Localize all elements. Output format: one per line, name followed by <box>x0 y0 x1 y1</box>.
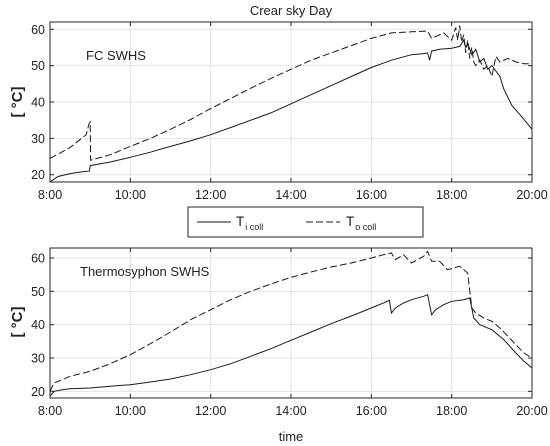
x-tick-label: 12:00 <box>195 404 226 418</box>
x-tick-label: 12:00 <box>195 188 226 202</box>
x-tick-label: 10:00 <box>115 404 146 418</box>
y-tick-label: 30 <box>31 352 45 366</box>
legend-entry-main: T <box>346 214 354 229</box>
x-axis-label: time <box>279 429 304 444</box>
legend-entry-subscript: i coll <box>245 222 263 232</box>
x-tick-label: 8:00 <box>38 188 62 202</box>
x-tick-label: 18:00 <box>436 404 467 418</box>
panel-annotation: FC SWHS <box>86 48 146 63</box>
y-tick-label: 40 <box>31 96 45 110</box>
x-tick-label: 16:00 <box>356 188 387 202</box>
y-tick-label: 50 <box>31 59 45 73</box>
y-tick-label: 60 <box>31 252 45 266</box>
chart-top-fc-swhs: 8:00 10:00 12:00 14:00 16:00 18:00 20:00 20 30 40… <box>9 3 548 202</box>
series-line-t-o-coll <box>49 25 532 161</box>
y-axis-label: [ °C] <box>9 307 26 338</box>
legend-entry-subscript: o coll <box>355 222 376 232</box>
x-tick-label: 14:00 <box>275 188 306 202</box>
y-tick-label: 50 <box>31 285 45 299</box>
legend: Ti coll To coll <box>187 206 424 238</box>
y-tick-label: 30 <box>31 132 45 146</box>
x-tick-label: 14:00 <box>275 404 306 418</box>
x-tick-label: 8:00 <box>38 404 62 418</box>
series-line-t-o-coll <box>49 250 533 392</box>
y-tick-label: 40 <box>31 318 45 332</box>
legend-entry-label: Ti coll <box>236 214 263 232</box>
legend-entry-main: T <box>236 214 244 229</box>
chart-title: Crear sky Day <box>250 3 333 18</box>
y-tick-label: 20 <box>31 168 45 182</box>
series-line-t-i-coll <box>49 38 533 183</box>
panel-annotation: Thermosyphon SWHS <box>80 264 210 279</box>
y-tick-label: 60 <box>31 23 45 37</box>
chart-bottom-thermosyphon-swhs: 8:00 10:00 12:00 14:00 16:00 18:00 20:00 20 30 40… <box>9 247 548 444</box>
x-tick-label: 20:00 <box>516 404 547 418</box>
y-axis-label: [ °C] <box>9 87 26 118</box>
x-tick-label: 16:00 <box>356 404 387 418</box>
x-tick-label: 10:00 <box>115 188 146 202</box>
legend-entry-label: To coll <box>346 214 376 232</box>
x-tick-label: 18:00 <box>436 188 467 202</box>
y-tick-label: 20 <box>31 385 45 399</box>
x-tick-label: 20:00 <box>516 188 547 202</box>
